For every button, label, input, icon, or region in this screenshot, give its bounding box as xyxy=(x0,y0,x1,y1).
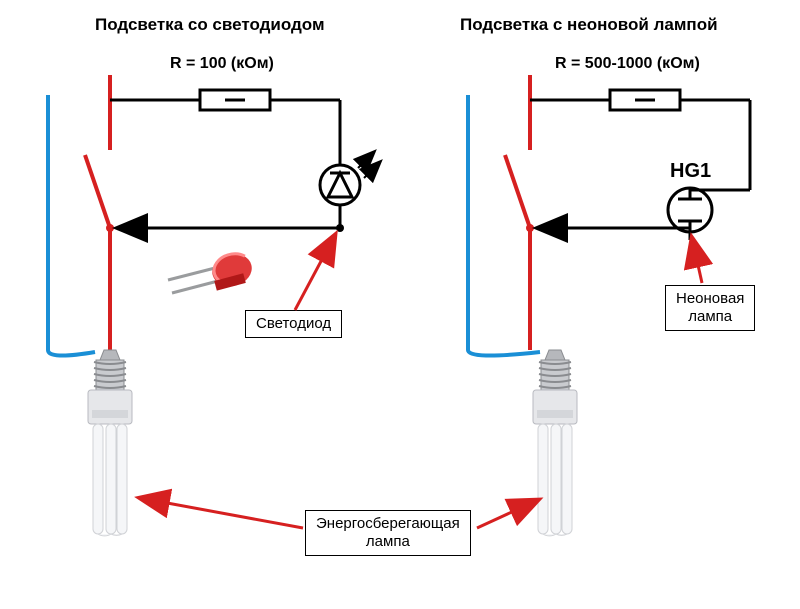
bottom-lamp-label: Энергосберегающая лампа xyxy=(305,510,471,556)
right-callout-arrow xyxy=(692,238,702,283)
right-schematic-loop xyxy=(530,90,750,250)
left-cfl-bulb-icon xyxy=(88,350,132,536)
right-indicator-label: Неоновая лампа xyxy=(665,285,755,331)
left-title: Подсветка со светодиодом xyxy=(95,15,325,35)
bottom-callout-right xyxy=(477,500,538,528)
right-switch-blade xyxy=(505,155,530,228)
bottom-callout-left xyxy=(140,498,303,528)
left-callout-arrow xyxy=(295,235,335,310)
right-cfl-bulb-icon xyxy=(533,350,577,536)
led-pictorial-icon xyxy=(168,249,255,293)
right-title: Подсветка с неоновой лампой xyxy=(460,15,718,35)
left-indicator-label: Светодиод xyxy=(245,310,342,338)
neon-designator: HG1 xyxy=(670,160,711,183)
right-resistor-value: R = 500-1000 (кОм) xyxy=(555,55,700,73)
left-resistor-value: R = 100 (кОм) xyxy=(170,55,274,73)
bottom-lamp-label-line1: Энергосберегающая xyxy=(316,515,460,532)
bottom-lamp-label-line2: лампа xyxy=(366,533,410,550)
left-switch-blade xyxy=(85,155,110,228)
left-schematic-loop xyxy=(110,90,380,228)
